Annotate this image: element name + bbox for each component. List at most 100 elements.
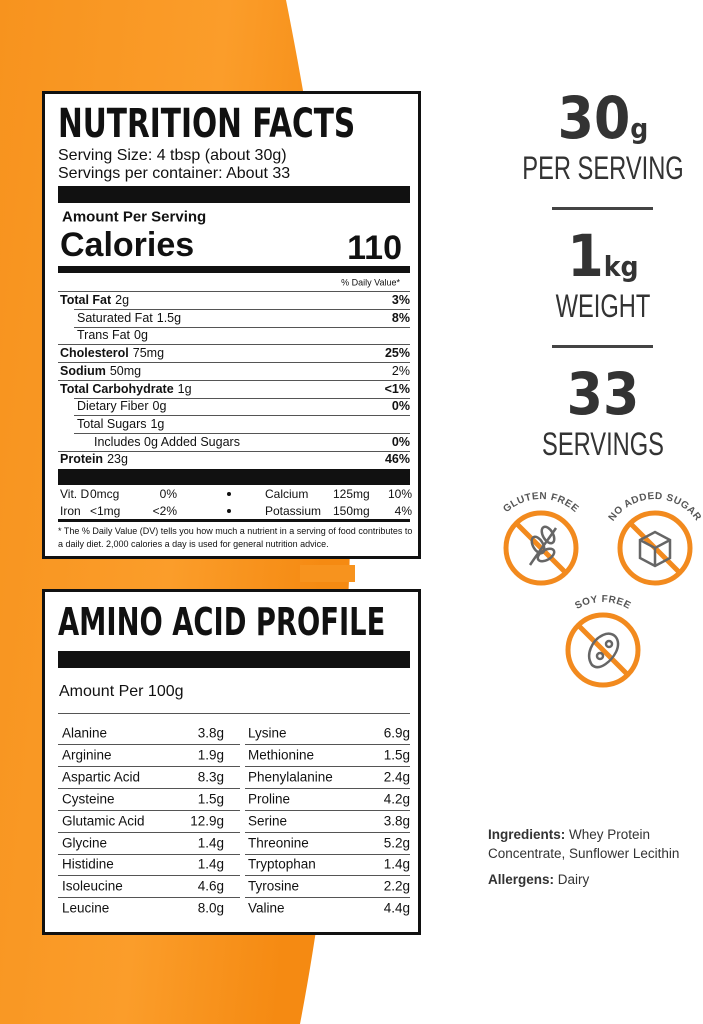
row-rule — [245, 853, 410, 855]
amino-name: Proline — [248, 790, 291, 806]
amount-per-serving: Amount Per Serving — [62, 208, 207, 226]
amino-name: Tyrosine — [248, 878, 300, 894]
allergens-text: Dairy — [557, 872, 590, 887]
row-rule — [245, 787, 410, 789]
amino-amount: 4.4g — [383, 900, 410, 916]
row-rule — [58, 897, 240, 899]
amino-name: Aspartic Acid — [62, 769, 141, 785]
row-rule — [58, 765, 240, 767]
badge-label: NO ADDED SUGAR — [607, 491, 703, 524]
nutrient-name: Sodium — [60, 363, 106, 378]
nutrient-name: Total Carbohydrate — [60, 381, 174, 396]
highlight-value: 30g — [557, 84, 649, 152]
amino-name: Valine — [248, 900, 285, 916]
bullet — [227, 492, 231, 496]
amino-name: Alanine — [62, 725, 108, 741]
amino-amount: 2.4g — [383, 769, 410, 785]
nutrient-name: Total Sugars — [77, 416, 147, 431]
ingredients-label: Ingredients: — [488, 827, 566, 842]
badge-glyphs — [528, 525, 672, 669]
row-rule — [58, 787, 240, 789]
row-rule — [74, 397, 410, 399]
amino-name: Serine — [248, 812, 288, 828]
thick-bar — [58, 651, 410, 668]
vitamin-amount: 150mg — [333, 504, 370, 518]
highlight-label: PER SERVING — [522, 150, 684, 186]
vitamin-name: Potassium — [265, 504, 322, 518]
nutrient-amount: 1g — [177, 381, 192, 396]
amino-name: Methionine — [248, 747, 315, 763]
calories-value: 110 — [347, 229, 402, 267]
row-rule — [58, 344, 410, 346]
bullet — [227, 509, 231, 513]
nutrient-name: Includes 0g Added Sugars — [94, 434, 240, 449]
amino-amount: 1.5g — [383, 747, 410, 763]
nutrient-amount: 50mg — [109, 363, 142, 378]
nutrient-name: Total Fat — [60, 292, 112, 307]
footnote: * The % Daily Value (DV) tells you how m… — [58, 525, 413, 549]
amino-amount: 1.4g — [197, 856, 224, 872]
amino-name: Cysteine — [62, 790, 115, 806]
amino-name: Tryptophan — [248, 856, 316, 872]
highlight-unit: g — [630, 112, 649, 145]
thick-bar — [58, 186, 410, 203]
amino-amount: 1.5g — [197, 790, 224, 806]
calories-label: Calories — [60, 226, 195, 264]
row-rule — [58, 713, 410, 714]
divider — [552, 345, 653, 348]
row-rule — [245, 875, 410, 877]
thick-bar — [58, 469, 410, 485]
ingredients-text: Whey Protein Concentrate, Sunflower Leci… — [488, 827, 680, 861]
amino-name: Phenylalanine — [248, 769, 333, 785]
nutrient-line: Total Carbohydrate 1g — [60, 382, 192, 395]
row-rule — [58, 853, 240, 855]
amino-amount: 4.6g — [197, 878, 224, 894]
amino-title: AMINO ACID PROFILE — [58, 600, 386, 644]
amino-amount: 6.9g — [383, 725, 410, 741]
amino-amount: 12.9g — [190, 812, 224, 828]
orange-strip — [300, 565, 355, 582]
ingredients: Ingredients: Whey Protein Concentrate, S… — [488, 826, 703, 864]
nutrient-name: Protein — [60, 452, 104, 467]
amino-amount: 3.8g — [197, 725, 224, 741]
amino-name: Glycine — [62, 834, 108, 850]
amino-name: Glutamic Acid — [62, 812, 145, 828]
amino-amount: 1.4g — [197, 834, 224, 850]
nutrient-line: Dietary Fiber 0g — [77, 400, 166, 413]
highlight-value: 1kg — [567, 222, 639, 290]
nutrition-title: NUTRITION FACTS — [58, 101, 356, 147]
vitamin-dv: <2% — [152, 504, 177, 518]
row-rule — [245, 897, 410, 899]
nutrient-name: Trans Fat — [77, 328, 131, 343]
amino-name: Arginine — [62, 747, 112, 763]
daily-value: 0% — [391, 398, 410, 413]
servings-per-container: Servings per container: About 33 — [58, 165, 291, 182]
daily-value: 2% — [391, 363, 410, 378]
vitamin-name: Iron — [60, 504, 81, 518]
medium-bar — [58, 266, 410, 273]
row-rule — [58, 744, 240, 745]
amino-amount: 8.0g — [197, 900, 224, 916]
nutrient-line: Protein 23g — [60, 453, 128, 466]
row-rule — [58, 379, 410, 381]
nutrient-name: Cholesterol — [60, 345, 129, 360]
row-rule — [58, 362, 410, 364]
row-rule — [74, 309, 410, 310]
amino-amount: 8.3g — [197, 769, 224, 785]
nutrient-line: Sodium 50mg — [60, 363, 142, 378]
nutrient-amount: 2g — [115, 292, 130, 307]
daily-value: <1% — [384, 381, 410, 396]
amino-amount: 3.8g — [383, 812, 410, 828]
nutrient-amount: 75mg — [132, 345, 165, 360]
daily-value-header: % Daily Value* — [341, 277, 400, 288]
highlight-value: 33 — [566, 360, 640, 428]
row-rule — [58, 809, 240, 811]
badge-text: SOY FREE — [573, 594, 632, 612]
nutrient-amount: 1.5g — [156, 310, 182, 325]
nutrient-line: Saturated Fat 1.5g — [77, 311, 181, 324]
amino-name: Leucine — [62, 900, 110, 916]
vitamin-dv: 4% — [394, 504, 412, 518]
nutrient-line: Total Sugars 1g — [77, 416, 164, 431]
amino-box — [42, 589, 421, 935]
